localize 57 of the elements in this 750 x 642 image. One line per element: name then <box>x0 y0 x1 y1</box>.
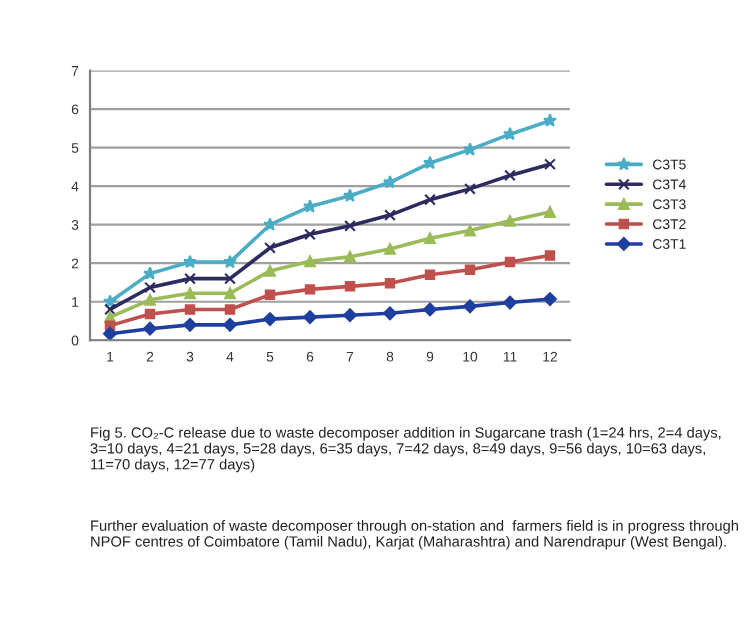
point <box>423 155 437 170</box>
point <box>464 264 476 275</box>
point <box>144 293 156 306</box>
point <box>184 304 196 315</box>
point <box>264 265 276 277</box>
point <box>264 289 276 301</box>
point <box>224 287 236 300</box>
point <box>304 284 316 295</box>
point <box>224 272 236 285</box>
point <box>304 228 316 241</box>
point <box>303 199 317 213</box>
point <box>224 304 236 315</box>
point <box>463 142 477 156</box>
point <box>464 182 476 195</box>
point <box>143 321 157 336</box>
point <box>384 243 396 255</box>
point <box>463 299 477 314</box>
point <box>424 232 436 245</box>
point <box>143 266 157 280</box>
point <box>464 224 476 237</box>
point <box>144 308 156 320</box>
point <box>263 217 277 231</box>
point <box>183 254 197 269</box>
point <box>184 287 196 300</box>
point <box>264 241 276 254</box>
point <box>104 303 116 316</box>
point <box>344 219 356 232</box>
point <box>504 256 516 268</box>
point <box>383 306 397 321</box>
point <box>303 310 317 325</box>
point <box>304 255 316 268</box>
point <box>504 214 516 227</box>
point <box>424 193 436 206</box>
point <box>384 209 396 221</box>
point <box>144 281 156 294</box>
point <box>223 317 237 332</box>
point <box>543 113 557 127</box>
point <box>263 312 277 327</box>
point <box>184 272 196 285</box>
point <box>503 126 517 141</box>
point <box>223 254 237 269</box>
point <box>504 169 516 182</box>
point <box>343 188 357 202</box>
point <box>344 281 356 292</box>
point <box>543 292 557 306</box>
point <box>423 302 437 317</box>
point <box>544 158 556 171</box>
point <box>503 295 517 310</box>
point <box>183 317 197 332</box>
point <box>103 326 117 341</box>
point <box>544 206 556 218</box>
point <box>544 250 556 261</box>
point <box>383 175 397 189</box>
point <box>384 278 396 289</box>
point <box>344 250 356 263</box>
point <box>424 269 436 280</box>
point <box>343 308 357 323</box>
